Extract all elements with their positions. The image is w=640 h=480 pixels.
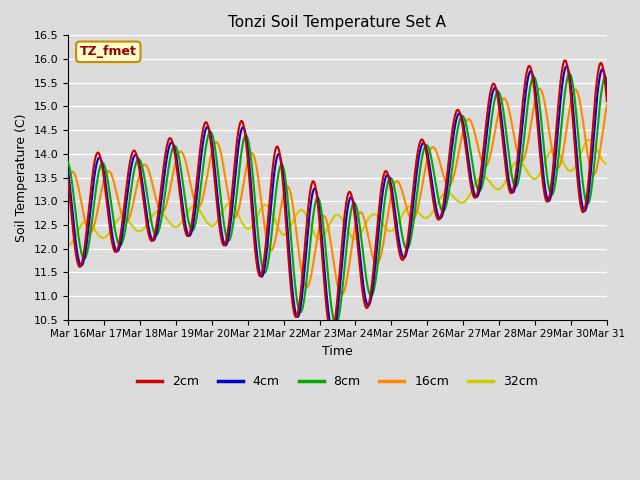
16cm [509,127,517,133]
2cm [64,177,72,182]
8cm [183,210,191,216]
32cm [183,210,191,216]
2cm [420,141,428,146]
4cm [329,329,337,335]
16cm [420,171,428,177]
8cm [276,166,284,172]
8cm [64,159,72,165]
32cm [276,228,284,233]
32cm [586,137,593,143]
Y-axis label: Soil Temperature (C): Soil Temperature (C) [15,113,28,242]
4cm [420,141,428,146]
Title: Tonzi Soil Temperature Set A: Tonzi Soil Temperature Set A [228,15,447,30]
16cm [338,292,346,298]
2cm [561,58,569,63]
Line: 2cm: 2cm [68,60,607,334]
32cm [420,215,428,220]
2cm [328,331,335,336]
4cm [64,168,72,174]
8cm [566,71,573,77]
16cm [603,102,611,108]
8cm [289,254,296,260]
4cm [183,229,191,235]
8cm [603,77,611,83]
2cm [276,150,284,156]
16cm [276,214,284,219]
4cm [289,288,296,294]
2cm [289,301,296,307]
8cm [556,144,563,150]
16cm [289,201,296,206]
Line: 32cm: 32cm [68,140,607,245]
4cm [563,63,570,69]
Legend: 2cm, 4cm, 8cm, 16cm, 32cm: 2cm, 4cm, 8cm, 16cm, 32cm [132,370,543,393]
16cm [64,179,72,185]
8cm [509,179,517,184]
4cm [556,110,563,116]
16cm [536,86,543,92]
32cm [603,161,611,167]
4cm [603,88,611,94]
2cm [603,98,611,104]
2cm [183,233,191,239]
32cm [289,219,296,225]
32cm [555,151,563,156]
2cm [556,90,563,96]
4cm [509,190,517,195]
Line: 8cm: 8cm [68,74,607,324]
32cm [64,242,72,248]
32cm [509,164,516,169]
Text: TZ_fmet: TZ_fmet [80,45,137,58]
16cm [556,163,564,168]
8cm [332,322,340,327]
8cm [420,145,428,151]
X-axis label: Time: Time [322,345,353,358]
4cm [276,152,284,158]
16cm [183,164,191,170]
2cm [509,187,517,193]
Line: 4cm: 4cm [68,66,607,332]
Line: 16cm: 16cm [68,89,607,295]
